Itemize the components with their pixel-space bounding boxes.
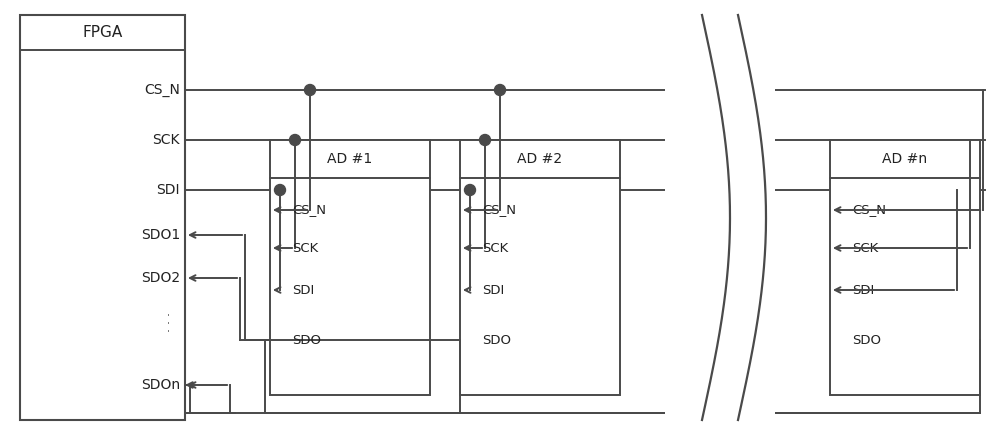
Text: AD #2: AD #2 xyxy=(517,152,563,166)
Text: SDO: SDO xyxy=(292,333,321,347)
Text: CS_N: CS_N xyxy=(482,204,516,216)
Text: SCK: SCK xyxy=(292,242,318,254)
Circle shape xyxy=(274,184,286,195)
Text: SDI: SDI xyxy=(156,183,180,197)
Text: SDI: SDI xyxy=(482,284,504,296)
Text: CS_N: CS_N xyxy=(292,204,326,216)
Text: SDO: SDO xyxy=(852,333,881,347)
Text: AD #1: AD #1 xyxy=(327,152,373,166)
Text: CS_N: CS_N xyxy=(144,83,180,97)
Circle shape xyxy=(494,84,506,96)
Circle shape xyxy=(290,135,300,146)
Bar xyxy=(20,15,185,420)
Text: SCK: SCK xyxy=(852,242,878,254)
Text: SDI: SDI xyxy=(852,284,874,296)
Circle shape xyxy=(464,184,476,195)
Bar xyxy=(270,140,430,395)
Text: SDO: SDO xyxy=(482,333,511,347)
Bar xyxy=(460,140,620,395)
Circle shape xyxy=(480,135,490,146)
Text: SDI: SDI xyxy=(292,284,314,296)
Text: SDOn: SDOn xyxy=(141,378,180,392)
Bar xyxy=(830,140,980,395)
Text: SDO2: SDO2 xyxy=(141,271,180,285)
Text: SCK: SCK xyxy=(152,133,180,147)
Text: SDO1: SDO1 xyxy=(141,228,180,242)
Text: · · ·: · · · xyxy=(164,312,177,332)
Text: FPGA: FPGA xyxy=(82,25,123,40)
Bar xyxy=(665,15,775,420)
Text: CS_N: CS_N xyxy=(852,204,886,216)
Text: SCK: SCK xyxy=(482,242,508,254)
Text: AD #n: AD #n xyxy=(882,152,928,166)
Circle shape xyxy=(304,84,316,96)
